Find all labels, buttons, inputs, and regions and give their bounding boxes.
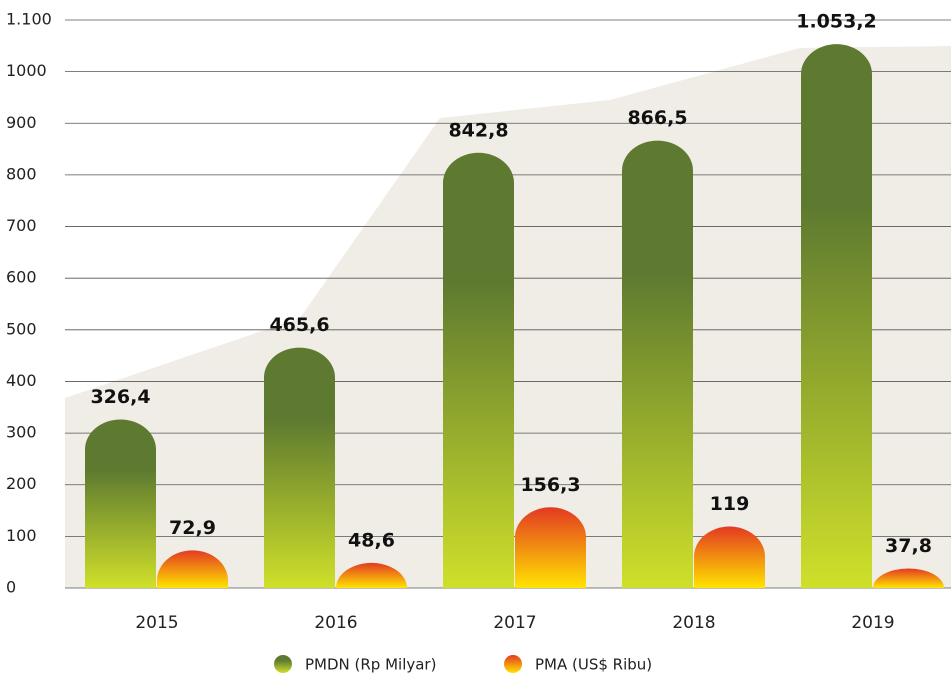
y-tick-label: 600 xyxy=(6,268,37,287)
value-label: 842,8 xyxy=(448,119,508,141)
y-tick-label: 300 xyxy=(6,423,37,442)
bar xyxy=(515,507,586,588)
bar xyxy=(622,141,693,588)
value-label: 326,4 xyxy=(90,386,150,408)
legend-swatch xyxy=(274,655,292,673)
value-label: 866,5 xyxy=(627,107,687,129)
y-tick-label: 800 xyxy=(6,164,37,183)
y-tick-label: 0 xyxy=(6,578,16,597)
legend-label: PMDN (Rp Milyar) xyxy=(305,656,436,674)
y-tick-label: 500 xyxy=(6,319,37,338)
x-tick-label: 2016 xyxy=(314,613,357,633)
bar xyxy=(801,44,872,588)
value-label: 72,9 xyxy=(169,517,216,539)
bar xyxy=(85,419,156,588)
y-tick-label: 900 xyxy=(6,113,37,132)
value-label: 48,6 xyxy=(348,529,395,551)
legend-swatch xyxy=(504,655,522,673)
value-label: 1.053,2 xyxy=(796,11,877,33)
legend-label: PMA (US$ Ribu) xyxy=(535,656,652,674)
x-tick-label: 2015 xyxy=(135,613,178,633)
value-label: 119 xyxy=(710,493,750,515)
bar xyxy=(694,527,765,588)
bar xyxy=(264,348,335,588)
x-tick-label: 2017 xyxy=(493,613,536,633)
y-tick-label: 200 xyxy=(6,474,37,493)
y-tick-label: 1.100 xyxy=(6,10,52,29)
x-tick-label: 2018 xyxy=(672,613,715,633)
chart: 0 100 200 300 400 500 600 700 800 900 1000 1.100 201… xyxy=(0,0,951,674)
value-label: 37,8 xyxy=(885,535,932,557)
x-tick-label: 2019 xyxy=(851,613,894,633)
y-tick-label: 1000 xyxy=(6,61,47,80)
value-label: 156,3 xyxy=(520,474,580,496)
bar xyxy=(443,153,514,588)
y-tick-label: 100 xyxy=(6,526,37,545)
y-tick-label: 400 xyxy=(6,371,37,390)
value-label: 465,6 xyxy=(269,314,329,336)
y-tick-label: 700 xyxy=(6,216,37,235)
